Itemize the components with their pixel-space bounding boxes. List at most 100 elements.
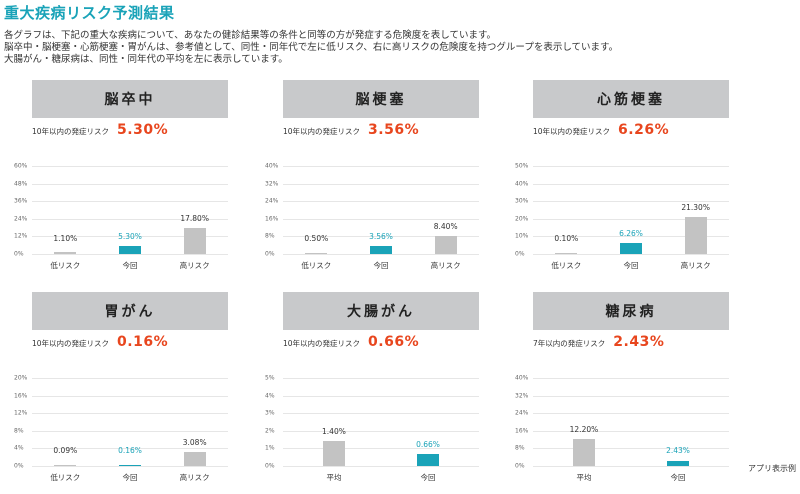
bar-reference xyxy=(183,227,206,254)
risk-value: 2.43% xyxy=(613,334,665,350)
y-tick-label: 2% xyxy=(265,427,275,435)
gridline xyxy=(283,236,479,238)
description-line: 各グラフは、下記の重大な疾病について、あなたの健診結果等の条件と同等の方が発症す… xyxy=(4,30,497,41)
panel-header: 胃がん xyxy=(32,292,228,330)
gridline xyxy=(32,430,228,432)
bar-value-label: 0.50% xyxy=(304,234,329,243)
y-tick-label: 16% xyxy=(14,392,28,400)
gridline xyxy=(283,378,479,379)
y-tick-label: 1% xyxy=(265,444,275,452)
y-tick-label: 24% xyxy=(14,215,28,223)
bar-reference xyxy=(684,216,707,254)
gridline xyxy=(32,254,228,255)
gridline xyxy=(32,218,228,220)
bar-value-label: 3.56% xyxy=(369,232,393,242)
bar-value-label: 12.20% xyxy=(569,425,599,435)
y-tick-label: 3% xyxy=(265,409,275,417)
gridline xyxy=(283,218,479,220)
bar-current xyxy=(370,246,392,254)
y-tick-label: 0% xyxy=(515,462,525,470)
y-tick-label: 8% xyxy=(515,444,525,452)
bar-reference xyxy=(555,253,578,254)
gridline xyxy=(32,395,228,397)
bar-reference xyxy=(183,452,206,466)
gridline xyxy=(283,448,479,450)
x-axis-label: 今回 xyxy=(420,473,436,482)
x-axis-label: 高リスク xyxy=(680,261,711,270)
gridline xyxy=(533,218,729,220)
x-axis-label: 今回 xyxy=(670,473,686,482)
description: 各グラフは、下記の重大な疾病について、あなたの健診結果等の条件と同等の方が発症す… xyxy=(4,30,618,66)
risk-summary: 10年以内の発症リスク 6.26% xyxy=(533,122,669,142)
bar-current xyxy=(119,246,141,254)
gridline xyxy=(533,448,729,450)
gridline xyxy=(32,166,228,167)
bar-value-label: 3.08% xyxy=(182,438,207,448)
y-tick-label: 50% xyxy=(515,162,529,170)
y-tick-label: 60% xyxy=(14,162,28,170)
bar-reference xyxy=(572,439,595,466)
y-tick-label: 8% xyxy=(265,232,275,240)
bar-value-label: 6.26% xyxy=(619,228,643,238)
y-tick-label: 40% xyxy=(265,162,279,170)
footnote: アプリ表示例 xyxy=(748,464,796,473)
y-tick-label: 32% xyxy=(515,392,529,400)
panel-header: 脳卒中 xyxy=(32,80,228,118)
x-axis-label: 今回 xyxy=(373,261,389,270)
panel-header: 脳梗塞 xyxy=(283,80,479,118)
bar-value-label: 8.40% xyxy=(433,221,458,231)
y-tick-label: 32% xyxy=(265,180,279,188)
x-axis-label: 低リスク xyxy=(50,473,81,482)
y-tick-label: 48% xyxy=(14,180,28,188)
y-tick-label: 16% xyxy=(515,427,529,435)
y-tick-label: 0% xyxy=(515,250,525,258)
bar-chart: 0% 10% 20% 30% 40% 50% 0.10% 低リスク 6.26% 今回 21.30% 高… xyxy=(515,162,729,272)
y-tick-label: 8% xyxy=(14,427,24,435)
risk-label: 7年以内の発症リスク xyxy=(533,339,606,348)
gridline xyxy=(283,466,479,467)
gridline xyxy=(283,413,479,415)
x-axis-label: 今回 xyxy=(623,261,639,270)
gridline xyxy=(533,254,729,255)
risk-summary: 10年以内の発症リスク 0.16% xyxy=(32,334,168,354)
y-tick-label: 40% xyxy=(515,374,529,382)
x-axis-label: 今回 xyxy=(122,261,138,270)
risk-summary: 10年以内の発症リスク 0.66% xyxy=(283,334,419,354)
risk-value: 0.66% xyxy=(368,334,420,350)
bar-current xyxy=(620,242,642,254)
bar-value-label: 0.66% xyxy=(416,440,440,450)
gridline xyxy=(283,201,479,203)
risk-value: 0.16% xyxy=(117,334,169,350)
bar-reference xyxy=(434,235,457,254)
y-tick-label: 24% xyxy=(265,197,279,205)
y-tick-label: 4% xyxy=(265,392,275,400)
x-axis-label: 高リスク xyxy=(179,261,210,270)
risk-summary: 10年以内の発症リスク 3.56% xyxy=(283,122,419,142)
gridline xyxy=(32,183,228,185)
gridline xyxy=(32,378,228,379)
gridline xyxy=(533,395,729,397)
risk-value: 5.30% xyxy=(117,122,169,138)
y-tick-label: 10% xyxy=(515,232,529,240)
description-line: 脳卒中・脳梗塞・心筋梗塞・胃がんは、参考値として、同性・同年代で左に低リスク、右… xyxy=(4,42,619,53)
bar-value-label: 2.43% xyxy=(666,446,690,455)
bar-current xyxy=(119,465,141,466)
gridline xyxy=(533,413,729,415)
gridline xyxy=(32,201,228,203)
gridline xyxy=(533,201,729,203)
bar-chart: 0% 8% 16% 24% 32% 40% 0.50% 低リスク 3.56% 今回 8.40% 高リス… xyxy=(265,162,479,272)
chart-panel: 糖尿病 7年以内の発症リスク 2.43% 0% 8% 16% 24% 32% 40% 12.20%… xyxy=(515,292,729,492)
x-axis-label: 平均 xyxy=(326,473,342,482)
gridline xyxy=(533,378,729,379)
gridline xyxy=(283,166,479,167)
gridline xyxy=(32,466,228,467)
gridline xyxy=(283,430,479,432)
panel-header: 心筋梗塞 xyxy=(533,80,729,118)
risk-label: 10年以内の発症リスク xyxy=(283,339,361,348)
bar-value-label: 5.30% xyxy=(118,232,142,242)
y-tick-label: 0% xyxy=(14,250,24,258)
y-tick-label: 40% xyxy=(515,180,529,188)
bar-current xyxy=(667,460,690,466)
panel-header: 大腸がん xyxy=(283,292,479,330)
bar-value-label: 0.10% xyxy=(554,234,579,243)
